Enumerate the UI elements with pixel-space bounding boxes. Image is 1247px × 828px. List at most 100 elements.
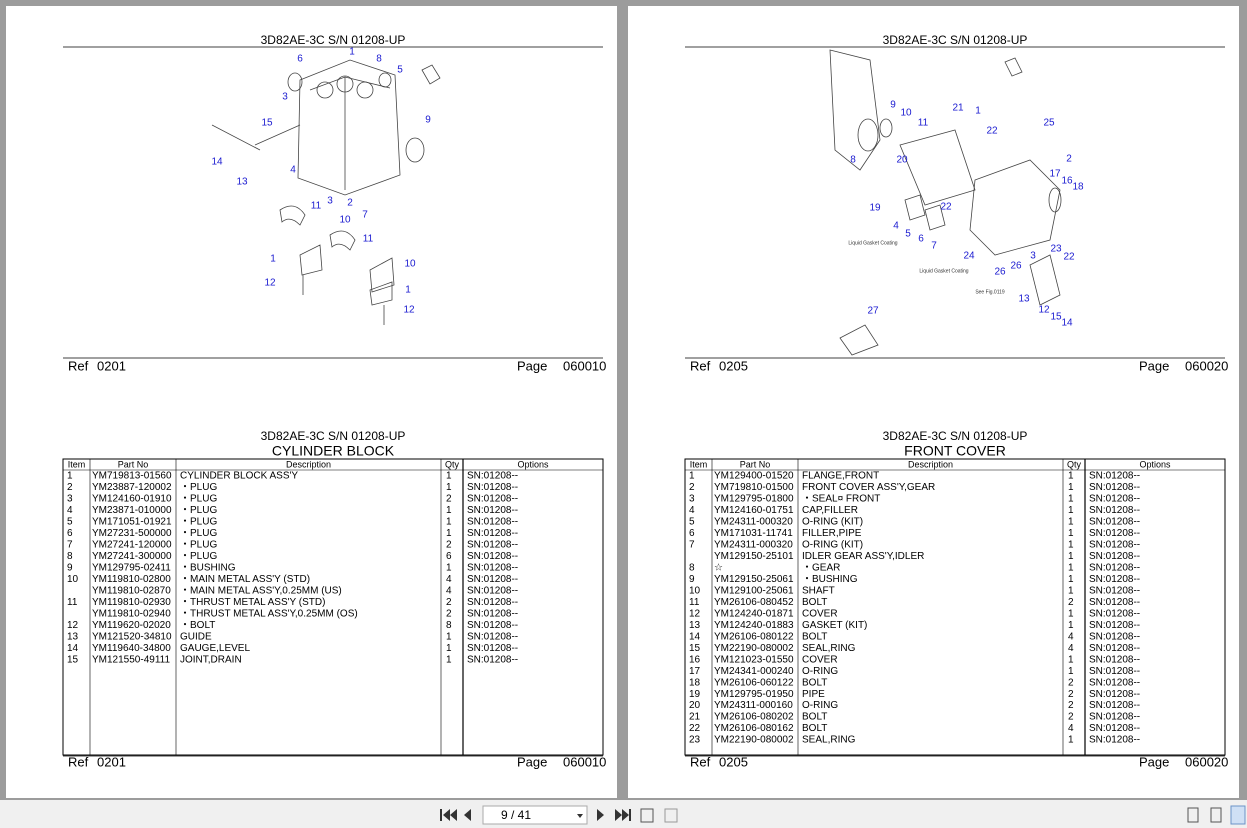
ref-label: Ref: [690, 358, 711, 373]
callout-number: 15: [261, 118, 273, 129]
table-cell: SN:01208--: [1089, 735, 1140, 746]
table-cell: YM119810-02800: [92, 574, 171, 585]
page-number: 060020: [1185, 754, 1228, 769]
table-cell: YM129150-25101: [714, 551, 794, 562]
table-cell: 5: [689, 517, 695, 528]
table-cell: YM121520-34810: [92, 631, 172, 642]
callout-number: 6: [297, 54, 303, 65]
table-cell: BOLT: [802, 677, 827, 688]
table-cell: 11: [67, 597, 78, 608]
table-cell: 1: [446, 631, 452, 642]
callout-number: 5: [905, 229, 911, 240]
table-cell: SN:01208--: [1089, 620, 1140, 631]
table-cell: FILLER,PIPE: [802, 528, 862, 539]
table-cell: YM119810-02940: [92, 608, 171, 619]
table-cell: SN:01208--: [1089, 654, 1140, 665]
table-cell: SN:01208--: [1089, 700, 1140, 711]
table-cell: ・PLUG: [180, 540, 217, 551]
table-cell: GAUGE,LEVEL: [180, 643, 250, 654]
table-cell: 11: [689, 597, 700, 608]
table-cell: 6: [689, 528, 695, 539]
table-cell: SEAL,RING: [802, 735, 856, 746]
table-cell: FLANGE,FRONT: [802, 471, 879, 482]
first-page-button[interactable]: [440, 809, 457, 821]
last-page-button[interactable]: [615, 809, 631, 821]
table-cell: YM129795-01800: [714, 494, 794, 505]
page-indicator: 9 / 41: [501, 808, 531, 822]
page-sheet: [6, 6, 617, 798]
table-cell: ・PLUG: [180, 482, 217, 493]
table-cell: CYLINDER BLOCK ASS'Y: [180, 471, 298, 482]
callout-number: 10: [339, 215, 351, 226]
table-cell: 1: [446, 643, 452, 654]
callout-number: 15: [1050, 312, 1062, 323]
table-cell: SHAFT: [802, 585, 835, 596]
table-cell: SN:01208--: [1089, 562, 1140, 573]
table-cell: SEAL,RING: [802, 643, 856, 654]
callout-number: 13: [236, 177, 248, 188]
table-cell: SN:01208--: [467, 597, 518, 608]
column-header: Options: [517, 459, 549, 469]
table-title: CYLINDER BLOCK: [272, 443, 395, 459]
column-header: Qty: [445, 459, 460, 469]
table-cell: SN:01208--: [1089, 517, 1140, 528]
table-cell: 4: [1068, 643, 1074, 654]
table-cell: GUIDE: [180, 631, 212, 642]
table-cell: 1: [1068, 654, 1074, 665]
table-cell: 6: [446, 551, 452, 562]
table-cell: YM119810-02930: [92, 597, 171, 608]
continuous-button[interactable]: [1210, 807, 1222, 823]
two-page-button[interactable]: [1230, 805, 1246, 825]
table-cell: YM26106-080452: [714, 597, 794, 608]
table-cell: COVER: [802, 608, 838, 619]
table-cell: YM24311-000320: [714, 540, 793, 551]
callout-number: 10: [404, 259, 416, 270]
table-cell: GASKET (KIT): [802, 620, 867, 631]
table-cell: 7: [67, 540, 73, 551]
diagram-note: Liquid Gasket Coating: [919, 268, 968, 274]
ref-number: 0205: [719, 358, 748, 373]
table-cell: YM27231-500000: [92, 528, 172, 539]
table-cell: YM27241-300000: [92, 551, 172, 562]
callout-number: 3: [1030, 251, 1036, 262]
callout-number: 22: [986, 126, 998, 137]
next-page-button[interactable]: [597, 809, 604, 821]
table-cell: 3: [689, 494, 695, 505]
table-cell: SN:01208--: [1089, 712, 1140, 723]
single-page-button[interactable]: [1187, 807, 1199, 823]
table-cell: ・PLUG: [180, 505, 217, 516]
table-cell: 2: [1068, 677, 1074, 688]
table-cell: YM24311-000320: [714, 517, 793, 528]
table-cell: 1: [446, 471, 452, 482]
ref-number: 0201: [97, 358, 126, 373]
table-cell: 4: [1068, 723, 1074, 734]
callout-number: 16: [1061, 176, 1073, 187]
table-cell: 1: [1068, 666, 1074, 677]
previous-page-button[interactable]: [464, 809, 471, 821]
ref-label: Ref: [68, 358, 89, 373]
callout-number: 20: [896, 155, 908, 166]
page-dropdown-arrow[interactable]: [577, 814, 583, 818]
callout-number: 3: [282, 92, 288, 103]
callout-number: 26: [994, 267, 1006, 278]
page-input[interactable]: [482, 805, 588, 825]
callout-number: 5: [397, 65, 403, 76]
table-cell: 13: [689, 620, 701, 631]
table-cell: SN:01208--: [1089, 551, 1140, 562]
table-cell: YM27241-120000: [92, 540, 172, 551]
table-cell: SN:01208--: [467, 654, 518, 665]
diagram-header: 3D82AE-3C S/N 01208-UP: [883, 33, 1028, 47]
table-cell: SN:01208--: [467, 482, 518, 493]
table-cell: YM719810-01500: [714, 482, 794, 493]
table-cell: IDLER GEAR ASS'Y,IDLER: [802, 551, 924, 562]
table-cell: YM26106-080162: [714, 723, 794, 734]
table-cell: 1: [1068, 620, 1074, 631]
page-label: Page: [517, 754, 547, 769]
table-cell: SN:01208--: [1089, 677, 1140, 688]
table-cell: 8: [689, 562, 695, 573]
table-cell: 1: [1068, 540, 1074, 551]
forward-view-button[interactable]: [664, 808, 678, 823]
back-view-button[interactable]: [640, 808, 654, 823]
table-cell: 1: [1068, 517, 1074, 528]
table-frame: [62, 458, 604, 756]
